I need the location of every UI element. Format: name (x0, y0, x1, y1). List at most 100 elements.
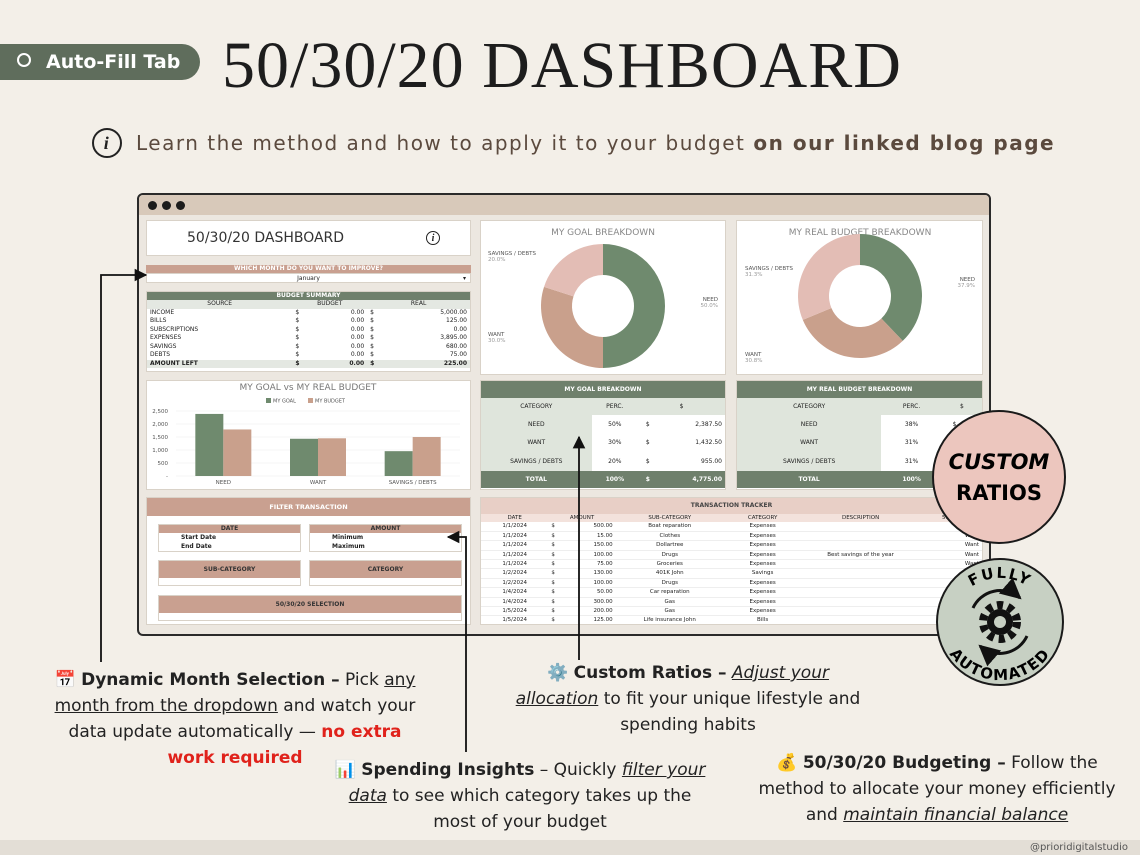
feature-link: any month from the dropdown (54, 670, 416, 716)
allocation (920, 616, 982, 624)
amount: 0.00 (350, 334, 365, 341)
source: SUBSCRIPTIONS (150, 325, 199, 333)
category: WANT (481, 433, 592, 453)
breakdown-row: TOTAL 100% $ (737, 470, 982, 488)
column-header: $ (960, 403, 964, 410)
breakdown-table: CATEGORY PERC. $ NEED 38% $ WANT 31% $ SAVINGS / … (737, 398, 982, 488)
allocation: W (973, 598, 979, 605)
tracker-row: 1/4/2024 $300.00 Gas Expenses W (481, 597, 982, 607)
amount: 125.00 (593, 617, 613, 624)
badge-text: Auto-Fill Tab (46, 51, 181, 73)
info-icon[interactable]: i (426, 231, 440, 245)
percentage: 100% (605, 475, 625, 483)
description (801, 597, 919, 606)
selection-filter[interactable]: 50/30/20 SELECTION (158, 595, 462, 621)
amount: 955.00 (701, 457, 722, 465)
window-dot (176, 201, 185, 210)
filter-title: FILTER TRANSACTION (147, 498, 470, 516)
category-filter[interactable]: CATEGORY (309, 560, 462, 586)
amount: 130.00 (593, 570, 613, 577)
summary-header: SOURCE BUDGET REAL (147, 300, 470, 309)
allocation: Need (964, 608, 979, 615)
column-header: CATEGORY (747, 515, 778, 521)
allocation: Need (964, 570, 979, 577)
feature-icon: 📅 (54, 670, 76, 690)
summary-row: EXPENSES $0.00 $3,895.00 (147, 334, 470, 343)
amount: 200.00 (593, 608, 613, 615)
date: 1/2/2024 (502, 579, 528, 586)
amount: 680.00 (446, 342, 467, 350)
bar-chart-panel (146, 380, 471, 490)
currency: $ (295, 317, 300, 324)
badge[interactable]: Auto-Fill Tab (0, 44, 200, 80)
subcategory: Dollartree (656, 542, 684, 549)
breakdown-row: WANT 31% $ (737, 433, 982, 453)
subcategory: Boat reparation (648, 523, 692, 530)
column-header: CATEGORY (520, 403, 553, 410)
blog-link[interactable]: on our linked blog page (753, 131, 1056, 155)
breakdown-row: SAVINGS / DEBTS 31% $ (737, 452, 982, 471)
description (801, 560, 919, 569)
amount-filter[interactable]: AMOUNT Minimum Maximum (309, 524, 462, 552)
allocation: Want (964, 532, 979, 539)
feature-month: 📅 Dynamic Month Selection – Pick any mon… (50, 667, 420, 771)
feature-lead: Custom Ratios – (573, 663, 727, 683)
currency: $ (645, 475, 650, 483)
currency: $ (295, 342, 300, 350)
subcategory: Car reparation (649, 589, 690, 596)
tracker-row: 1/2/2024 $130.00 401K John Savings Need (481, 569, 982, 579)
category: Expenses (749, 542, 776, 549)
column-header: REAL (410, 300, 427, 307)
date-filter[interactable]: DATE Start Date End Date (158, 524, 301, 552)
source: INCOME (150, 308, 175, 316)
feature-text: and watch your data update automatically… (68, 696, 416, 742)
currency: $ (551, 608, 555, 615)
minimum: Minimum (332, 534, 364, 541)
currency: $ (295, 359, 300, 367)
summary-row: BILLS $0.00 $125.00 (147, 317, 470, 326)
selection-label: 50/30/20 SELECTION (159, 596, 461, 613)
currency: $ (551, 523, 555, 530)
amount: 0.00 (350, 308, 365, 316)
tracker-row: 1/1/2024 $75.00 Groceries Expenses Want (481, 560, 982, 569)
automated-text: AUTOMATED (946, 645, 1052, 684)
month-dropdown[interactable]: January ▾ (146, 273, 471, 283)
amount: 75.00 (596, 561, 613, 568)
summary-row: SAVINGS $0.00 $680.00 (147, 343, 470, 352)
category: SAVINGS / DEBTS (737, 452, 882, 471)
tracker-row: 1/1/2024 $150.00 Dollartree Expenses Want (481, 541, 982, 551)
description (801, 541, 919, 550)
subcategory-filter[interactable]: SUB-CATEGORY (158, 560, 301, 586)
currency: $ (370, 308, 374, 316)
allocation: Want (964, 542, 979, 549)
feature-icon: 📊 (334, 760, 356, 780)
source: SAVINGS (150, 342, 177, 350)
summary-row: INCOME $0.00 $5,000.00 (147, 309, 470, 318)
currency: $ (295, 308, 300, 316)
column-header: 50/30/ (942, 515, 960, 521)
column-header: $ (679, 403, 684, 410)
amount: 100.00 (593, 579, 613, 586)
date: 1/4/2024 (502, 589, 528, 596)
currency: $ (551, 589, 555, 596)
currency: $ (370, 334, 374, 341)
category: Expenses (749, 589, 776, 596)
column-header: DATE (507, 515, 522, 521)
currency: $ (295, 351, 300, 358)
category: Expenses (749, 523, 776, 530)
percentage: 50% (591, 415, 639, 434)
percentage: 38% (881, 415, 942, 434)
start-date: Start Date (181, 534, 217, 541)
amount: 15.00 (596, 532, 613, 539)
breakdown-row: TOTAL 100% $4,775.00 (481, 470, 725, 488)
currency: $ (952, 420, 957, 428)
amount: 0.00 (350, 325, 365, 333)
subcategory: Drugs (661, 579, 678, 586)
feature-icon: ⚙️ (547, 663, 569, 683)
date: 1/4/2024 (502, 598, 528, 605)
page-title: 50/30/20 DASHBOARD (222, 29, 902, 102)
allocation: Need (964, 523, 979, 530)
goal-donut-panel (480, 220, 726, 375)
currency: $ (370, 317, 374, 324)
column-header: DESCRIPTION (841, 515, 880, 521)
